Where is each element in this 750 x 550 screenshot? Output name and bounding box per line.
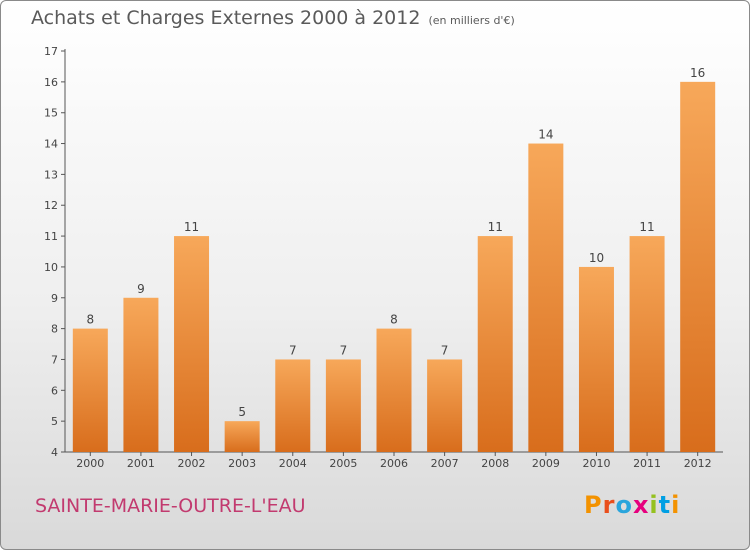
- bar-2010: [578, 266, 614, 452]
- title-text: Achats et Charges Externes 2000 à 2012: [31, 7, 421, 29]
- y-tick-label: 5: [51, 415, 58, 428]
- bar-2001: [123, 297, 159, 452]
- bar-2004: [275, 359, 311, 452]
- y-tick-label: 8: [51, 323, 58, 336]
- y-tick-label: 10: [44, 261, 58, 274]
- bar-2012: [680, 81, 716, 452]
- x-tick-label-2000: 2000: [76, 457, 104, 470]
- value-label-2012: 16: [690, 66, 705, 80]
- chart-title: Achats et Charges Externes 2000 à 2012 (e…: [31, 7, 515, 29]
- unit-label: (en milliers d'€): [428, 14, 515, 27]
- y-tick-label: 17: [44, 45, 58, 58]
- x-tick-label-2011: 2011: [633, 457, 661, 470]
- y-tick-label: 9: [51, 292, 58, 305]
- logo-letter: x: [632, 491, 650, 519]
- value-label-2005: 7: [340, 343, 348, 357]
- logo-letter: i: [671, 491, 681, 519]
- bar-2003: [224, 421, 260, 452]
- x-tick-label-2007: 2007: [431, 457, 459, 470]
- x-tick-label-2010: 2010: [582, 457, 610, 470]
- bar-2002: [174, 236, 210, 452]
- logo-letter: t: [658, 491, 672, 519]
- bar-2008: [477, 236, 513, 452]
- value-label-2004: 7: [289, 343, 297, 357]
- bar-2006: [376, 328, 412, 452]
- bar-2000: [72, 328, 108, 452]
- logo-letter: o: [615, 491, 633, 519]
- logo-letter: P: [584, 491, 603, 519]
- value-label-2011: 11: [639, 220, 654, 234]
- y-tick-label: 13: [44, 168, 58, 181]
- value-label-2007: 7: [441, 343, 449, 357]
- value-label-2003: 5: [238, 405, 246, 419]
- y-tick-label: 15: [44, 107, 58, 120]
- x-tick-label-2012: 2012: [684, 457, 712, 470]
- x-tick-label-2004: 2004: [279, 457, 307, 470]
- bar-2007: [427, 359, 463, 452]
- bar-2009: [528, 143, 564, 453]
- value-label-2006: 8: [390, 313, 398, 327]
- bar-2005: [325, 359, 361, 452]
- logo-letter: r: [602, 491, 616, 519]
- value-label-2008: 11: [488, 220, 503, 234]
- y-tick-label: 14: [44, 138, 58, 151]
- value-label-2000: 8: [86, 313, 94, 327]
- value-label-2002: 11: [184, 220, 199, 234]
- value-label-2010: 10: [589, 251, 604, 265]
- value-label-2009: 14: [538, 128, 553, 142]
- y-tick-label: 7: [51, 353, 58, 366]
- y-tick-label: 16: [44, 76, 58, 89]
- proxiti-logo: Proxiti: [584, 491, 680, 519]
- x-tick-label-2001: 2001: [127, 457, 155, 470]
- y-tick-label: 4: [51, 446, 58, 459]
- y-tick-label: 12: [44, 199, 58, 212]
- x-tick-label-2006: 2006: [380, 457, 408, 470]
- value-label-2001: 9: [137, 282, 145, 296]
- y-tick-label: 11: [44, 230, 58, 243]
- x-tick-label-2003: 2003: [228, 457, 256, 470]
- commune-name: SAINTE-MARIE-OUTRE-L'EAU: [35, 495, 306, 517]
- x-tick-label-2005: 2005: [329, 457, 357, 470]
- x-tick-label-2002: 2002: [178, 457, 206, 470]
- x-tick-label-2008: 2008: [481, 457, 509, 470]
- x-tick-label-2009: 2009: [532, 457, 560, 470]
- logo-letter: i: [649, 491, 659, 519]
- bar-2011: [629, 236, 665, 452]
- y-tick-label: 6: [51, 384, 58, 397]
